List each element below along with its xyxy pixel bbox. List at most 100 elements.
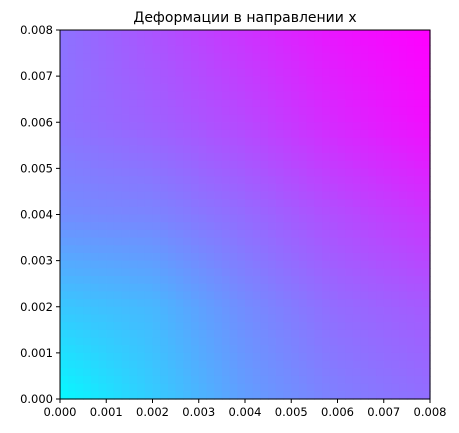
heatmap-cell [337,360,346,369]
heatmap-cell [137,76,146,85]
heatmap-cell [268,91,277,100]
heatmap-cell [275,99,285,108]
heatmap-cell [206,153,215,162]
heatmap-cell [167,199,177,208]
heatmap-cell [83,129,92,139]
heatmap-cell [90,91,100,100]
heatmap-cell [298,214,308,223]
heatmap-cell [306,53,315,62]
heatmap-cell [291,329,300,339]
heatmap-cell [237,83,246,93]
heatmap-cell [137,83,146,93]
heatmap-cell [360,68,369,77]
heatmap-cell [322,91,331,100]
heatmap-cell [406,322,416,331]
heatmap-cell [90,106,100,116]
heatmap-cell [275,352,285,362]
heatmap-cell [167,145,177,154]
heatmap-cell [137,53,146,62]
heatmap-cell [275,222,285,231]
heatmap-cell [283,91,292,100]
heatmap-cell [144,229,154,239]
heatmap-cell [376,176,385,185]
heatmap-cell [422,45,431,54]
heatmap-cell [352,291,362,300]
heatmap-cell [360,91,369,100]
heatmap-cell [298,176,308,185]
heatmap-cell [322,129,331,139]
heatmap-cell [183,222,192,231]
heatmap-cell [90,345,100,354]
heatmap-cell [337,214,346,223]
heatmap-cell [291,252,300,262]
heatmap-cell [376,106,385,116]
heatmap-cell [83,314,92,323]
heatmap-cell [352,91,362,100]
heatmap-cell [422,37,431,46]
heatmap-cell [160,352,169,362]
heatmap-cell [414,30,423,39]
heatmap-cell [183,352,192,362]
heatmap-cell [98,229,107,239]
heatmap-cell [183,368,192,377]
heatmap-cell [214,383,223,392]
heatmap-cell [383,68,393,77]
heatmap-cell [113,206,123,216]
heatmap-cell [298,183,308,193]
heatmap-cell [352,160,362,169]
heatmap-cell [283,160,292,169]
heatmap-cell [406,129,416,139]
heatmap-cell [337,206,346,216]
heatmap-cell [406,375,416,385]
heatmap-cell [291,83,300,93]
heatmap-cell [67,252,77,262]
heatmap-cell [83,214,92,223]
heatmap-cell [283,337,292,346]
heatmap-cell [245,37,254,46]
heatmap-cell [167,368,177,377]
heatmap-cell [406,160,416,169]
heatmap-cell [399,191,408,200]
heatmap-cell [298,114,308,123]
heatmap-cell [106,206,115,216]
heatmap-cell [406,352,416,362]
heatmap-cell [314,199,323,208]
heatmap-cell [399,299,408,308]
heatmap-cell [90,183,100,193]
heatmap-cell [229,291,238,300]
heatmap-cell [314,145,323,154]
heatmap-cell [399,176,408,185]
heatmap-cell [83,229,92,239]
heatmap-cell [183,53,192,62]
heatmap-cell [360,214,369,223]
heatmap-cell [183,383,192,392]
heatmap-cell [245,322,254,331]
heatmap-cell [129,99,138,108]
heatmap-cell [298,383,308,392]
heatmap-cell [275,214,285,223]
heatmap-cell [383,91,393,100]
heatmap-cell [198,145,208,154]
heatmap-cell [283,268,292,277]
heatmap-cell [414,91,423,100]
heatmap-cell [129,199,138,208]
heatmap-cell [90,252,100,262]
heatmap-cell [422,391,431,400]
heatmap-cell [75,329,84,339]
heatmap-cell [329,37,339,46]
heatmap-cell [129,222,138,231]
heatmap-cell [414,352,423,362]
heatmap-cell [60,276,69,285]
heatmap-cell [376,160,385,169]
heatmap-cell [144,206,154,216]
heatmap-cell [360,345,369,354]
heatmap-cell [98,145,107,154]
heatmap-cell [306,129,315,139]
heatmap-cell [268,122,277,131]
heatmap-cell [391,99,400,108]
heatmap-cell [422,129,431,139]
heatmap-cell [144,368,154,377]
heatmap-cell [152,183,161,193]
heatmap-cell [198,99,208,108]
heatmap-cell [137,245,146,254]
